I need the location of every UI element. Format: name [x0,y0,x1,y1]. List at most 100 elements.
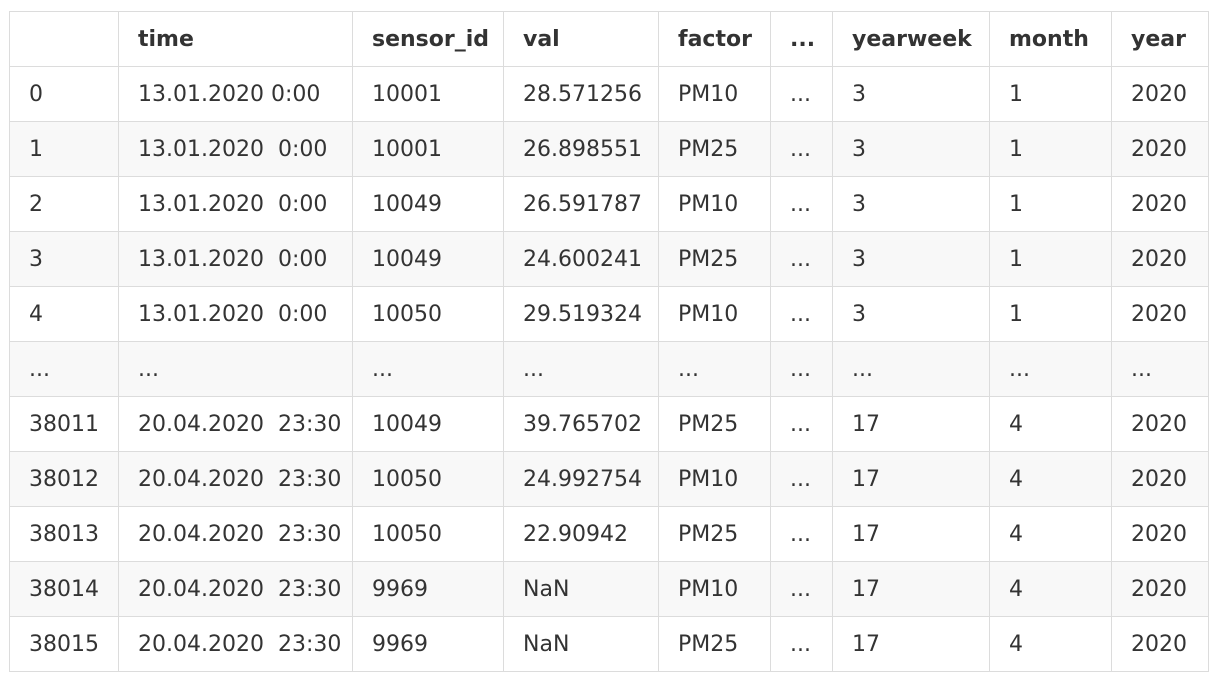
year-cell: 2020 [1111,176,1209,232]
dataframe-table: time sensor_id val factor ... yearweek m… [9,11,1209,672]
yearweek-cell: 3 [832,176,990,232]
sensor-id-cell: 10049 [352,231,504,287]
month-cell: 1 [989,66,1112,122]
year-cell: 2020 [1111,231,1209,287]
table-row: 38015 20.04.2020 23:30 9969 NaN PM25... 17 4 20… [9,616,1209,672]
ellipsis-cell: ... [770,341,833,397]
month-cell: 4 [989,561,1112,617]
yearweek-cell: 3 [832,66,990,122]
month-cell: 1 [989,176,1112,232]
index-cell: 0 [9,66,119,122]
table-row: ........................... [9,341,1209,397]
year-cell: 2020 [1111,121,1209,177]
factor-cell: PM10 [658,66,771,122]
index-cell: 38013 [9,506,119,562]
table-row: 4 13.01.2020 0:00 10050 29.519324 PM10... 3 1 2… [9,286,1209,342]
time-cell: 20.04.2020 23:30 [118,616,353,672]
month-cell: 4 [989,396,1112,452]
sensor-id-cell: 10001 [352,66,504,122]
index-cell: ... [9,341,119,397]
val-cell: ... [503,341,659,397]
table-row: 3 13.01.2020 0:00 10049 24.600241 PM25... 3 1 2… [9,231,1209,287]
yearweek-cell: ... [832,341,990,397]
time-cell: 13.01.2020 0:00 [118,231,353,287]
yearweek-cell: 3 [832,231,990,287]
ellipsis-cell: ... [770,451,833,507]
yearweek-cell: 17 [832,616,990,672]
index-cell: 38012 [9,451,119,507]
sensor-id-cell: 9969 [352,561,504,617]
sensor-id-cell: 9969 [352,616,504,672]
column-header-year: year [1111,11,1209,67]
time-cell: 20.04.2020 23:30 [118,396,353,452]
time-cell: 13.01.2020 0:00 [118,66,353,122]
table-row: 38011 20.04.2020 23:30 10049 39.765702 PM25.… [9,396,1209,452]
sensor-id-cell: 10001 [352,121,504,177]
year-cell: 2020 [1111,451,1209,507]
column-header-month: month [989,11,1112,67]
month-cell: 1 [989,231,1112,287]
factor-cell: PM25 [658,231,771,287]
dataframe-container: time sensor_id val factor ... yearweek m… [9,11,1209,672]
ellipsis-cell: ... [770,66,833,122]
index-cell: 2 [9,176,119,232]
table-row: 38013 20.04.2020 23:30 10050 22.90942 PM25..… [9,506,1209,562]
sensor-id-cell: ... [352,341,504,397]
column-header-index [9,11,119,67]
year-cell: 2020 [1111,66,1209,122]
factor-cell: PM10 [658,286,771,342]
ellipsis-cell: ... [770,231,833,287]
index-cell: 3 [9,231,119,287]
time-cell: 20.04.2020 23:30 [118,506,353,562]
time-cell: 20.04.2020 23:30 [118,451,353,507]
column-header-ellipsis: ... [770,11,833,67]
yearweek-cell: 17 [832,396,990,452]
val-cell: NaN [503,561,659,617]
time-cell: 13.01.2020 0:00 [118,121,353,177]
val-cell: NaN [503,616,659,672]
header-row: time sensor_id val factor ... yearweek m… [9,11,1209,67]
year-cell: ... [1111,341,1209,397]
index-cell: 4 [9,286,119,342]
column-header-yearweek: yearweek [832,11,990,67]
month-cell: 1 [989,286,1112,342]
index-cell: 38014 [9,561,119,617]
year-cell: 2020 [1111,396,1209,452]
val-cell: 24.600241 [503,231,659,287]
sensor-id-cell: 10049 [352,176,504,232]
val-cell: 39.765702 [503,396,659,452]
index-cell: 38015 [9,616,119,672]
factor-cell: PM10 [658,451,771,507]
sensor-id-cell: 10049 [352,396,504,452]
yearweek-cell: 3 [832,286,990,342]
ellipsis-cell: ... [770,121,833,177]
table-row: 38012 20.04.2020 23:30 10050 24.992754 PM10.… [9,451,1209,507]
ellipsis-cell: ... [770,506,833,562]
month-cell: ... [989,341,1112,397]
table-row: 38014 20.04.2020 23:30 9969 NaN PM10... 17 4 20… [9,561,1209,617]
sensor-id-cell: 10050 [352,286,504,342]
ellipsis-cell: ... [770,396,833,452]
column-header-factor: factor [658,11,771,67]
factor-cell: ... [658,341,771,397]
index-cell: 1 [9,121,119,177]
year-cell: 2020 [1111,616,1209,672]
val-cell: 26.591787 [503,176,659,232]
factor-cell: PM25 [658,121,771,177]
ellipsis-cell: ... [770,286,833,342]
column-header-val: val [503,11,659,67]
index-cell: 38011 [9,396,119,452]
month-cell: 4 [989,451,1112,507]
month-cell: 1 [989,121,1112,177]
time-cell: ... [118,341,353,397]
time-cell: 13.01.2020 0:00 [118,286,353,342]
ellipsis-cell: ... [770,561,833,617]
table-row: 0 13.01.2020 0:00 10001 28.571256 PM10... 3 1 2… [9,66,1209,122]
val-cell: 26.898551 [503,121,659,177]
month-cell: 4 [989,506,1112,562]
val-cell: 29.519324 [503,286,659,342]
factor-cell: PM25 [658,506,771,562]
yearweek-cell: 17 [832,451,990,507]
sensor-id-cell: 10050 [352,451,504,507]
column-header-time: time [118,11,353,67]
